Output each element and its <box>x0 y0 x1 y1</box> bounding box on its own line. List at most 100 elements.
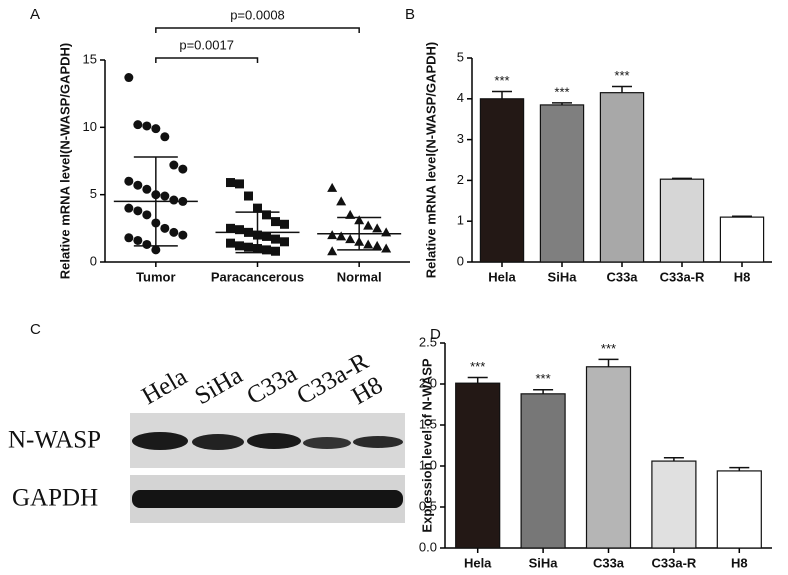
y-tick-label: 0.5 <box>419 498 437 513</box>
x-tick-label: Paracancerous <box>211 269 304 284</box>
point <box>160 191 170 201</box>
band <box>132 490 403 508</box>
point <box>124 203 134 213</box>
annotation: p=0.0008 <box>230 7 285 22</box>
point <box>381 243 392 253</box>
point <box>280 237 289 247</box>
y-tick-label: 5 <box>457 49 464 64</box>
significance: *** <box>614 68 629 83</box>
band <box>132 432 188 450</box>
point <box>124 176 134 186</box>
point <box>226 223 235 233</box>
row-label: GAPDH <box>12 485 98 512</box>
x-tick-label: Normal <box>337 269 382 284</box>
x-tick-label: Tumor <box>136 269 175 284</box>
y-tick-label: 1 <box>457 213 464 228</box>
bar <box>455 382 501 549</box>
point <box>336 196 347 206</box>
panel-letter: B <box>405 6 415 23</box>
bar <box>479 98 525 263</box>
significance: *** <box>536 371 551 386</box>
point <box>235 241 244 251</box>
point <box>235 179 244 189</box>
point <box>280 219 289 229</box>
y-tick-label: 1.5 <box>419 416 437 431</box>
y-tick-label: 2 <box>457 172 464 187</box>
y-tick-label: 4 <box>457 90 464 105</box>
point <box>244 242 253 252</box>
band <box>353 436 403 448</box>
bar <box>659 178 705 263</box>
y-tick-label: 3 <box>457 131 464 146</box>
x-tick-label: C33a <box>606 269 638 284</box>
point <box>142 239 152 249</box>
point <box>336 231 347 241</box>
bar <box>520 393 566 549</box>
point <box>169 195 179 205</box>
x-tick-label: Hela <box>464 555 492 570</box>
point <box>142 184 152 194</box>
bar <box>651 460 697 549</box>
y-tick-label: 1.0 <box>419 457 437 472</box>
point <box>160 132 170 142</box>
x-tick-label: SiHa <box>548 269 578 284</box>
point <box>253 203 262 213</box>
y-axis-title: Expression level of N-WASP <box>419 358 434 532</box>
significance-bracket <box>155 57 259 63</box>
y-tick-label: 5 <box>90 186 97 201</box>
point <box>160 223 170 233</box>
point <box>133 206 143 216</box>
bar <box>539 104 585 263</box>
point <box>327 182 338 192</box>
point <box>151 245 161 255</box>
bar <box>585 366 632 549</box>
panel-letter: A <box>30 6 40 23</box>
x-tick-label: SiHa <box>529 555 559 570</box>
significance: *** <box>494 73 509 88</box>
y-tick-label: 0 <box>457 253 464 268</box>
point <box>271 217 280 227</box>
panel-letter: D <box>430 326 441 343</box>
point <box>345 209 356 219</box>
point <box>142 121 152 131</box>
point <box>226 238 235 248</box>
point <box>262 231 271 241</box>
point <box>142 210 152 220</box>
annotation: p=0.0017 <box>179 37 234 52</box>
x-tick-label: C33a <box>593 555 625 570</box>
point <box>372 240 383 250</box>
point <box>363 239 374 249</box>
y-tick-label: 0.0 <box>419 539 437 554</box>
point <box>124 233 134 243</box>
point <box>133 180 143 190</box>
x-tick-label: C33a-R <box>652 555 697 570</box>
y-axis-title: Relative mRNA level(N-WASP/GAPDH) <box>57 43 72 279</box>
bar <box>599 92 645 263</box>
point <box>169 227 179 237</box>
point <box>178 164 188 174</box>
point <box>226 178 235 188</box>
x-tick-label: H8 <box>731 555 748 570</box>
band <box>303 437 351 449</box>
point <box>271 234 280 244</box>
point <box>327 246 338 256</box>
point <box>372 223 383 233</box>
point <box>133 120 143 130</box>
panel-letter: C <box>30 321 41 338</box>
y-tick-label: 15 <box>83 51 97 66</box>
point <box>345 234 356 244</box>
point <box>133 235 143 245</box>
x-tick-label: H8 <box>734 269 751 284</box>
point <box>124 73 134 83</box>
point <box>244 191 253 201</box>
band <box>247 433 301 449</box>
point <box>178 230 188 240</box>
lane-label: C33a <box>242 360 301 410</box>
band <box>192 434 244 450</box>
point <box>363 220 374 230</box>
y-tick-label: 10 <box>83 119 97 134</box>
y-axis-title: Relative mRNA level(N-WASP/GAPDH) <box>423 42 438 278</box>
x-tick-label: C33a-R <box>660 269 705 284</box>
bar <box>719 216 765 263</box>
